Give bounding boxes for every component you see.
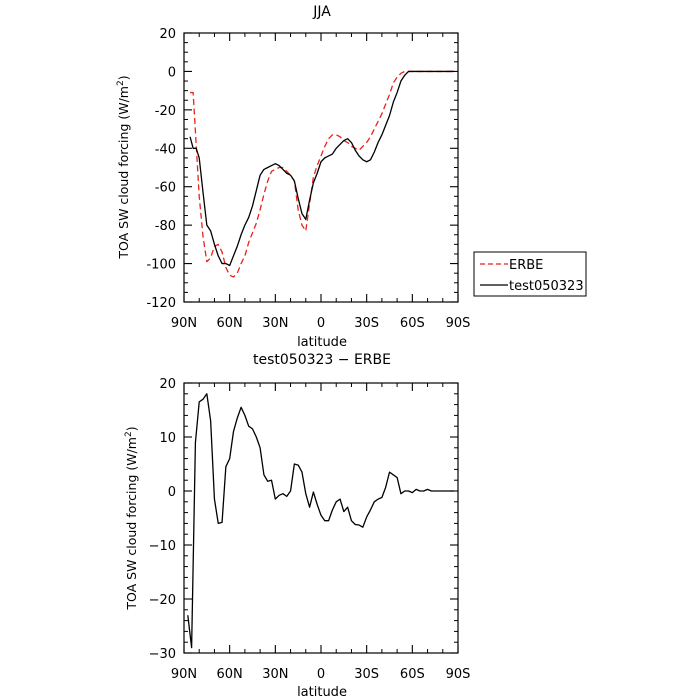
bottom-y-axis-label: TOA SW cloud forcing (W/m2) bbox=[124, 426, 139, 610]
bottom-x-tick-label: 0 bbox=[317, 667, 325, 682]
bottom-x-tick-label: 90N bbox=[171, 667, 197, 682]
bottom-x-tick-label: 90S bbox=[446, 667, 471, 682]
top-y-tick-label: 20 bbox=[159, 27, 176, 42]
legend: ERBE test050323 bbox=[473, 251, 587, 297]
top-x-tick-label: 0 bbox=[317, 316, 325, 331]
top-panel-jja: JJA 90N 60N 30N 0 30S 60S 90S -120 -100 -80 -60 -40… bbox=[116, 4, 587, 350]
bottom-y-tick-label: −10 bbox=[149, 539, 176, 554]
top-series-line-erbe bbox=[190, 70, 455, 278]
top-y-tick-label: -100 bbox=[146, 258, 176, 273]
bottom-x-tick-label: 60S bbox=[400, 667, 425, 682]
bottom-x-axis-label: latitude bbox=[297, 685, 347, 700]
top-x-tick-label: 30N bbox=[262, 316, 288, 331]
top-y-tick-label: -80 bbox=[155, 219, 176, 234]
top-x-tick-label: 90S bbox=[446, 316, 471, 331]
top-x-axis-label: latitude bbox=[297, 335, 347, 350]
bottom-panel-difference: test050323 − ERBE 90N 60N 30N 0 30S 60S 90S −30… bbox=[124, 352, 470, 700]
bottom-series-line-difference bbox=[187, 393, 455, 649]
top-series-line-test050323 bbox=[189, 70, 455, 267]
legend-label-test050323: test050323 bbox=[509, 279, 584, 294]
bottom-plot-area: 90N 60N 30N 0 30S 60S 90S −30 −20 −10 0 10 20 bbox=[149, 377, 471, 682]
bottom-y-tick-label: −20 bbox=[149, 593, 176, 608]
top-y-tick-label: -20 bbox=[155, 104, 176, 119]
top-y-tick-label: -40 bbox=[155, 142, 176, 157]
top-plot-area: 90N 60N 30N 0 30S 60S 90S -120 -100 -80 -60 -40 -20 0… bbox=[146, 27, 470, 331]
bottom-y-tick-label: −30 bbox=[149, 647, 176, 662]
bottom-y-tick-label: 20 bbox=[159, 377, 176, 392]
top-y-tick-label: 0 bbox=[168, 65, 176, 80]
top-y-axis-label: TOA SW cloud forcing (W/m2) bbox=[116, 75, 131, 259]
bottom-x-tick-label: 30S bbox=[354, 667, 379, 682]
legend-box bbox=[473, 251, 587, 297]
bottom-x-tick-label: 60N bbox=[217, 667, 243, 682]
top-y-tick-label: -120 bbox=[146, 296, 176, 311]
bottom-x-tick-label: 30N bbox=[262, 667, 288, 682]
bottom-y-tick-label: 0 bbox=[168, 485, 176, 500]
bottom-plot-frame bbox=[183, 382, 459, 654]
top-y-tick-label: -60 bbox=[155, 181, 176, 196]
top-x-tick-label: 30S bbox=[354, 316, 379, 331]
bottom-y-tick-label: 10 bbox=[159, 431, 176, 446]
bottom-chart-title: test050323 − ERBE bbox=[253, 352, 391, 368]
top-x-tick-label: 60N bbox=[217, 316, 243, 331]
legend-label-erbe: ERBE bbox=[509, 258, 543, 273]
top-chart-title: JJA bbox=[312, 4, 331, 20]
top-x-tick-label: 90N bbox=[171, 316, 197, 331]
top-x-tick-label: 60S bbox=[400, 316, 425, 331]
